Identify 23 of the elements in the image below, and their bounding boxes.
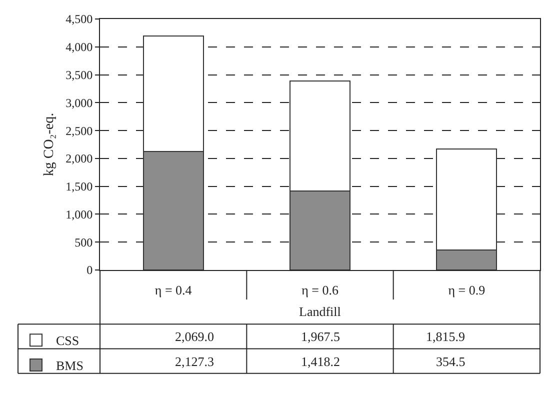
data-label: 1,815.9 — [426, 329, 465, 344]
data-label: 354.5 — [436, 354, 466, 369]
y-tick-label: 1,500 — [66, 180, 93, 194]
data-label: 2,069.0 — [175, 329, 214, 344]
legend-label: BMS — [56, 358, 84, 374]
y-tick-label: 2,000 — [66, 152, 93, 166]
y-tick-label: 4,000 — [66, 40, 93, 54]
data-label: 1,418.2 — [301, 354, 340, 369]
x-tick-label: η = 0.6 — [302, 282, 339, 298]
legend-label: CSS — [56, 333, 80, 348]
y-tick-label: 3,500 — [66, 68, 93, 82]
y-axis-title: kg CO₂-eq. — [42, 112, 58, 176]
data-label: 1,967.5 — [301, 329, 340, 344]
x-tick-label: η = 0.4 — [154, 282, 192, 298]
data-label: 2,127.3 — [175, 354, 214, 369]
y-tick-label: 1,000 — [66, 207, 93, 222]
y-tick-label: 500 — [74, 235, 93, 250]
y-tick-label: 2,500 — [66, 124, 93, 138]
y-tick-label: 0 — [86, 263, 93, 278]
y-tick-label: 3,000 — [66, 96, 93, 110]
y-tick-label: 4,500 — [66, 12, 93, 26]
x-axis-title: Landfill — [299, 304, 342, 319]
x-tick-label: η = 0.9 — [448, 282, 486, 298]
